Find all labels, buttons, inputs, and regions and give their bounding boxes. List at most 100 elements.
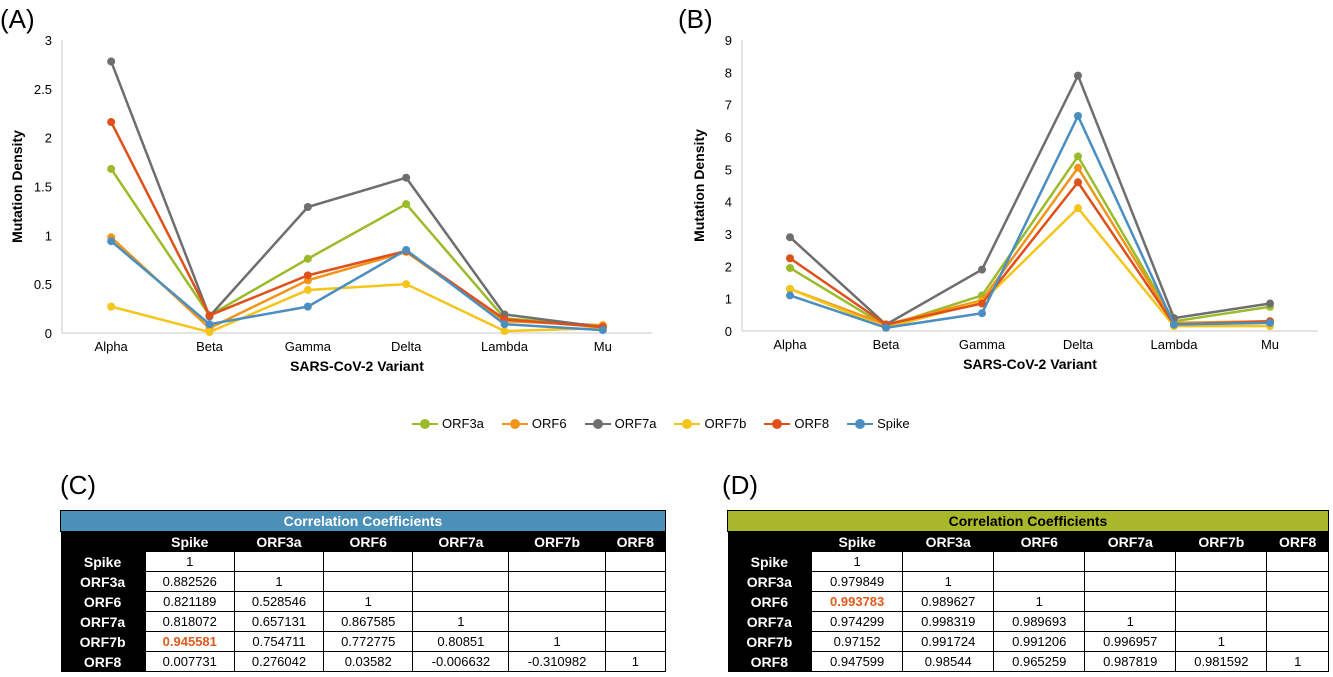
row-header: ORF6 [60, 591, 146, 612]
data-point-orf7a [107, 57, 116, 66]
data-point-spike [978, 309, 986, 318]
column-header: ORF7b [1175, 531, 1267, 552]
table-row: ORF8 0.947599 0.98544 0.965259 0.987819 0.981… [727, 651, 1329, 672]
row-header: ORF8 [727, 651, 812, 672]
table-cell: 0.867585 [323, 611, 414, 632]
table-cell [412, 551, 510, 572]
legend-swatch [847, 418, 874, 429]
x-tick-label: Delta [1063, 337, 1094, 352]
table-row: ORF7b 0.97152 0.991724 0.991206 0.996957 1 [727, 631, 1329, 652]
legend-item-spike: Spike [847, 416, 910, 431]
data-point-spike [303, 302, 312, 311]
data-point-orf8 [786, 254, 794, 263]
table-cell [412, 591, 510, 612]
legend-item-orf8: ORF8 [764, 416, 829, 431]
y-tick-label: 1 [45, 228, 52, 243]
series-line-spike [789, 113, 1271, 330]
legend-swatch [501, 418, 528, 429]
table-cell [508, 571, 606, 592]
table-row: ORF6 0.993783 0.989627 1 [727, 591, 1329, 612]
table-cell [1175, 591, 1268, 612]
table-row: ORF3a 0.882526 1 [60, 571, 667, 592]
data-point-spike [786, 291, 794, 300]
table-cell: 0.989693 [993, 611, 1086, 632]
x-tick-label: Mu [1261, 337, 1279, 352]
table-cell: 0.989627 [902, 591, 995, 612]
x-tick-label: Beta [873, 337, 901, 352]
column-header: ORF8 [605, 531, 666, 552]
data-point-orf8 [107, 118, 116, 127]
data-point-orf7b [402, 280, 411, 289]
table-cell: 0.97152 [811, 631, 904, 652]
table-cell: 1 [1175, 631, 1268, 652]
column-header: ORF6 [323, 531, 413, 552]
correlation-table-d: Correlation Coefficients Spike ORF3a ORF6 OR… [727, 510, 1329, 672]
data-point-spike [1170, 320, 1178, 329]
series-line-orf6 [789, 165, 1271, 326]
row-header: Spike [727, 551, 812, 572]
row-header: ORF3a [60, 571, 146, 592]
table-cell [1084, 571, 1177, 592]
y-tick-label: 6 [725, 130, 732, 145]
data-point-orf8 [303, 271, 312, 280]
y-tick-label: 2 [725, 259, 732, 274]
column-header: ORF7b [508, 531, 606, 552]
column-header: Spike [811, 531, 903, 552]
data-point-spike [1266, 318, 1274, 327]
table-cell [1175, 611, 1268, 632]
data-point-orf7b [303, 286, 312, 295]
y-tick-label: 1.5 [34, 180, 52, 195]
table-cell [508, 591, 606, 612]
legend-item-orf6: ORF6 [501, 416, 567, 431]
table-title: Correlation Coefficients [60, 510, 666, 532]
data-point-orf7a [978, 265, 986, 274]
y-axis-title: Mutation Density [9, 130, 25, 243]
table-cell: 1 [412, 611, 510, 632]
table-cell [604, 591, 667, 612]
table-cell: -0.006632 [412, 651, 510, 672]
table-row: ORF3a 0.979849 1 [727, 571, 1329, 592]
data-point-orf8 [205, 311, 214, 320]
legend-item-orf7b: ORF7b [674, 416, 746, 431]
table-cell: 0.998319 [902, 611, 995, 632]
table-cell [1266, 551, 1329, 572]
table-cell: 0.528546 [233, 591, 325, 612]
panel-label-b: (B) [678, 4, 713, 34]
data-point-orf3a [402, 200, 411, 209]
table-cell: 0.979849 [811, 571, 904, 592]
table-cell: 0.981592 [1175, 651, 1268, 672]
table-cell: 0.987819 [1084, 651, 1177, 672]
table-corner [727, 531, 812, 552]
row-header: ORF3a [727, 571, 812, 592]
data-point-orf3a [303, 254, 312, 263]
panel-label-d: (D) [722, 470, 759, 500]
data-point-spike [1074, 111, 1082, 120]
table-cell: 0.98544 [902, 651, 995, 672]
legend-label: ORF7a [614, 416, 657, 431]
data-point-orf7b [107, 302, 116, 311]
table-cell: 1 [1084, 611, 1177, 632]
table-cell [1266, 591, 1329, 612]
table-cell [902, 551, 995, 572]
table-cell: 0.818072 [144, 611, 235, 632]
table-cell [604, 551, 667, 572]
legend-label: ORF8 [794, 416, 830, 431]
series-line-orf3a [789, 154, 1271, 328]
column-header: ORF3a [902, 531, 994, 552]
legend-label: ORF3a [442, 416, 484, 431]
legend-swatch [584, 418, 611, 429]
column-header: ORF3a [234, 531, 324, 552]
correlation-table-c: Correlation Coefficients Spike ORF3a ORF6 OR… [60, 510, 667, 672]
table-cell: 1 [144, 551, 235, 572]
y-tick-label: 2.5 [34, 82, 52, 97]
table-header-row: Spike ORF3a ORF6 ORF7a ORF7b ORF8 [60, 531, 666, 552]
column-header: ORF6 [993, 531, 1085, 552]
table-cell [1175, 551, 1268, 572]
y-tick-label: 0.5 [34, 277, 52, 292]
table-cell: 0.276042 [233, 651, 325, 672]
table-row: Spike 1 [727, 551, 1329, 572]
table-cell [993, 571, 1086, 592]
table-cell [412, 571, 510, 592]
table-row: ORF6 0.821189 0.528546 1 [60, 591, 667, 612]
table-cell: 1 [811, 551, 904, 572]
